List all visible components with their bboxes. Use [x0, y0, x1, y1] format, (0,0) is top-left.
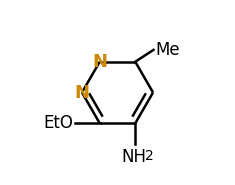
Text: NH: NH: [121, 147, 146, 166]
Text: EtO: EtO: [43, 114, 73, 132]
Text: 2: 2: [145, 149, 153, 163]
Text: Me: Me: [155, 41, 180, 59]
Text: N: N: [92, 53, 107, 71]
Text: N: N: [74, 83, 90, 102]
